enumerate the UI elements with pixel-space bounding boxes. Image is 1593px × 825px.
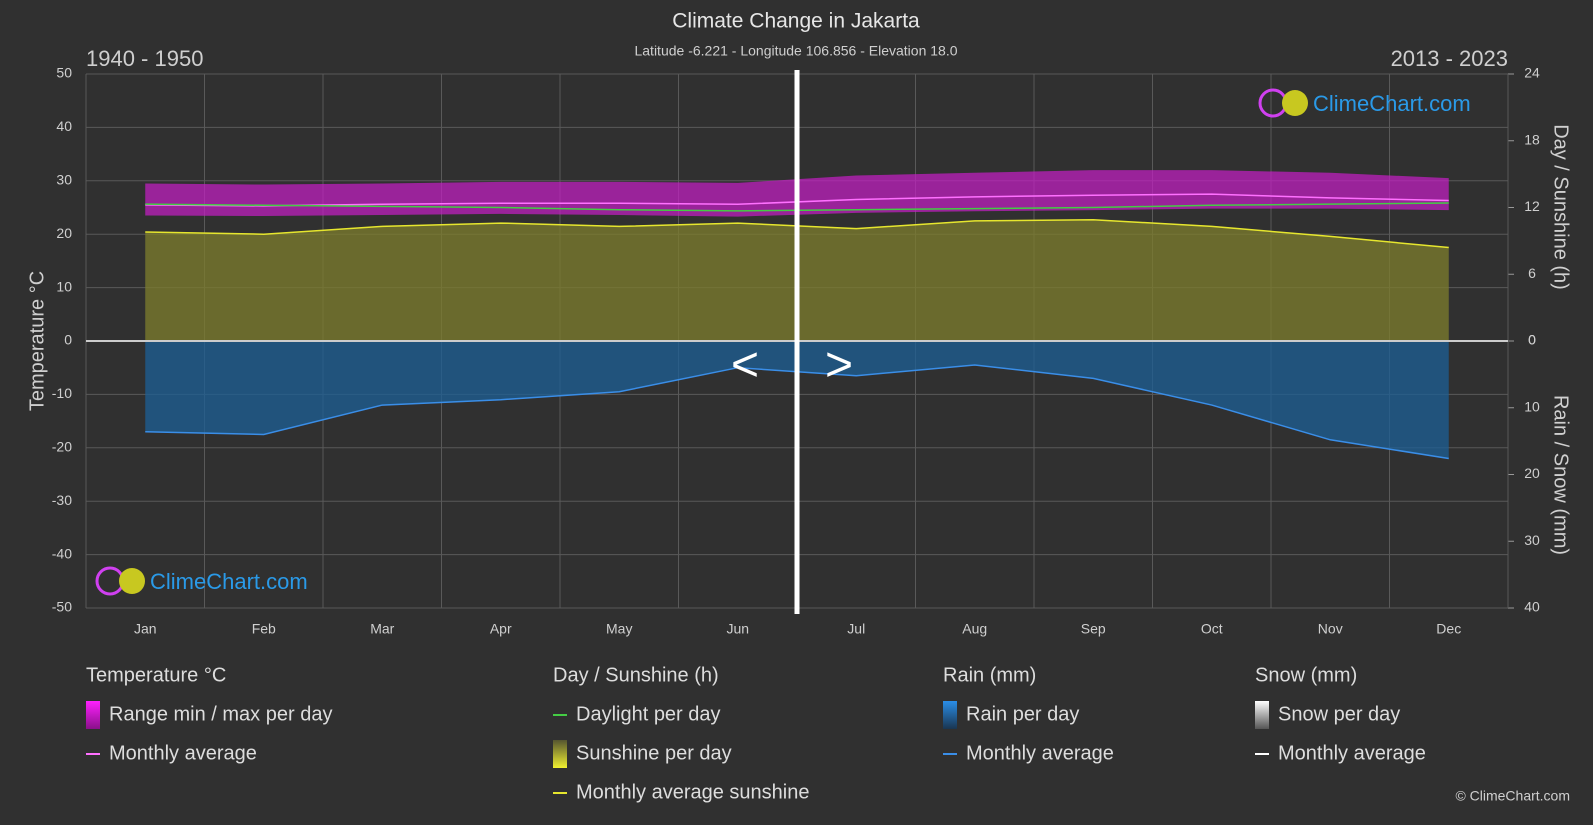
chart-subtitle: Latitude -6.221 - Longitude 106.856 - El… — [634, 43, 957, 59]
y-axis-label: Temperature °C — [26, 271, 48, 411]
y2-tick-label: 6 — [1528, 265, 1536, 281]
x-tick-label: Oct — [1201, 621, 1223, 637]
y3-tick-label: 40 — [1524, 599, 1540, 615]
legend-title: Temperature °C — [86, 664, 226, 686]
y2-tick-label: 18 — [1524, 131, 1540, 147]
y2-tick-label: 0 — [1528, 332, 1536, 348]
y-tick-label: 40 — [56, 118, 72, 134]
legend-swatch — [1255, 701, 1269, 729]
legend-title: Day / Sunshine (h) — [553, 664, 719, 686]
logo-sun — [1282, 90, 1308, 116]
y2-axis-label: Day / Sunshine (h) — [1550, 124, 1572, 290]
y-tick-label: -30 — [52, 492, 72, 508]
legend-label: Range min / max per day — [109, 703, 332, 725]
legend: Temperature °C Day / Sunshine (h) Rain (mm… — [86, 664, 1426, 803]
period-right: 2013 - 2023 — [1391, 46, 1508, 71]
y3-tick-label: 20 — [1524, 465, 1540, 481]
x-tick-label: May — [606, 621, 632, 637]
legend-swatch — [553, 740, 567, 768]
y3-tick-label: 0 — [1528, 332, 1536, 348]
x-tick-label: Jan — [134, 621, 157, 637]
y-tick-label: 0 — [64, 332, 72, 348]
y-tick-label: -10 — [52, 385, 72, 401]
y3-tick-label: 10 — [1524, 398, 1540, 414]
y-tick-label: 50 — [56, 65, 72, 81]
y-tick-label: 10 — [56, 278, 72, 294]
copyright: © ClimeChart.com — [1455, 788, 1570, 804]
legend-swatch — [86, 701, 100, 729]
x-tick-label: Apr — [490, 621, 512, 637]
y-tick-label: -40 — [52, 545, 72, 561]
watermark: ClimeChart.com — [1313, 91, 1471, 116]
legend-swatch — [943, 701, 957, 729]
period-left: 1940 - 1950 — [86, 46, 203, 71]
legend-label: Monthly average sunshine — [576, 781, 809, 803]
watermark: ClimeChart.com — [150, 569, 308, 594]
x-tick-label: Aug — [962, 621, 987, 637]
nav-prev[interactable]: < — [731, 339, 759, 392]
x-tick-label: Sep — [1081, 621, 1106, 637]
x-tick-label: Feb — [252, 621, 276, 637]
x-tick-label: Jun — [726, 621, 749, 637]
nav-next[interactable]: > — [825, 339, 853, 392]
x-tick-label: Nov — [1318, 621, 1343, 637]
logo-bottom: ClimeChart.com — [95, 566, 308, 596]
chart-title: Climate Change in Jakarta — [672, 10, 920, 33]
y-tick-label: -50 — [52, 599, 72, 615]
logo-top: ClimeChart.com — [1258, 88, 1471, 118]
x-tick-label: Jul — [847, 621, 865, 637]
y-tick-label: 30 — [56, 172, 72, 188]
legend-label: Rain per day — [966, 703, 1079, 725]
legend-label: Monthly average — [1278, 742, 1426, 764]
legend-title: Snow (mm) — [1255, 664, 1357, 686]
legend-label: Snow per day — [1278, 703, 1400, 725]
x-tick-label: Dec — [1436, 621, 1461, 637]
legend-label: Sunshine per day — [576, 742, 732, 764]
x-tick-label: Mar — [370, 621, 394, 637]
y2-tick-label: 24 — [1524, 65, 1540, 81]
legend-label: Daylight per day — [576, 703, 721, 725]
y3-axis-label: Rain / Snow (mm) — [1550, 395, 1572, 555]
y2-tick-label: 12 — [1524, 198, 1540, 214]
legend-label: Monthly average — [966, 742, 1114, 764]
area — [145, 341, 1449, 459]
y3-tick-label: 30 — [1524, 532, 1540, 548]
legend-title: Rain (mm) — [943, 664, 1036, 686]
y-tick-label: -20 — [52, 439, 72, 455]
y-tick-label: 20 — [56, 225, 72, 241]
legend-label: Monthly average — [109, 742, 257, 764]
logo-sun — [119, 568, 145, 594]
